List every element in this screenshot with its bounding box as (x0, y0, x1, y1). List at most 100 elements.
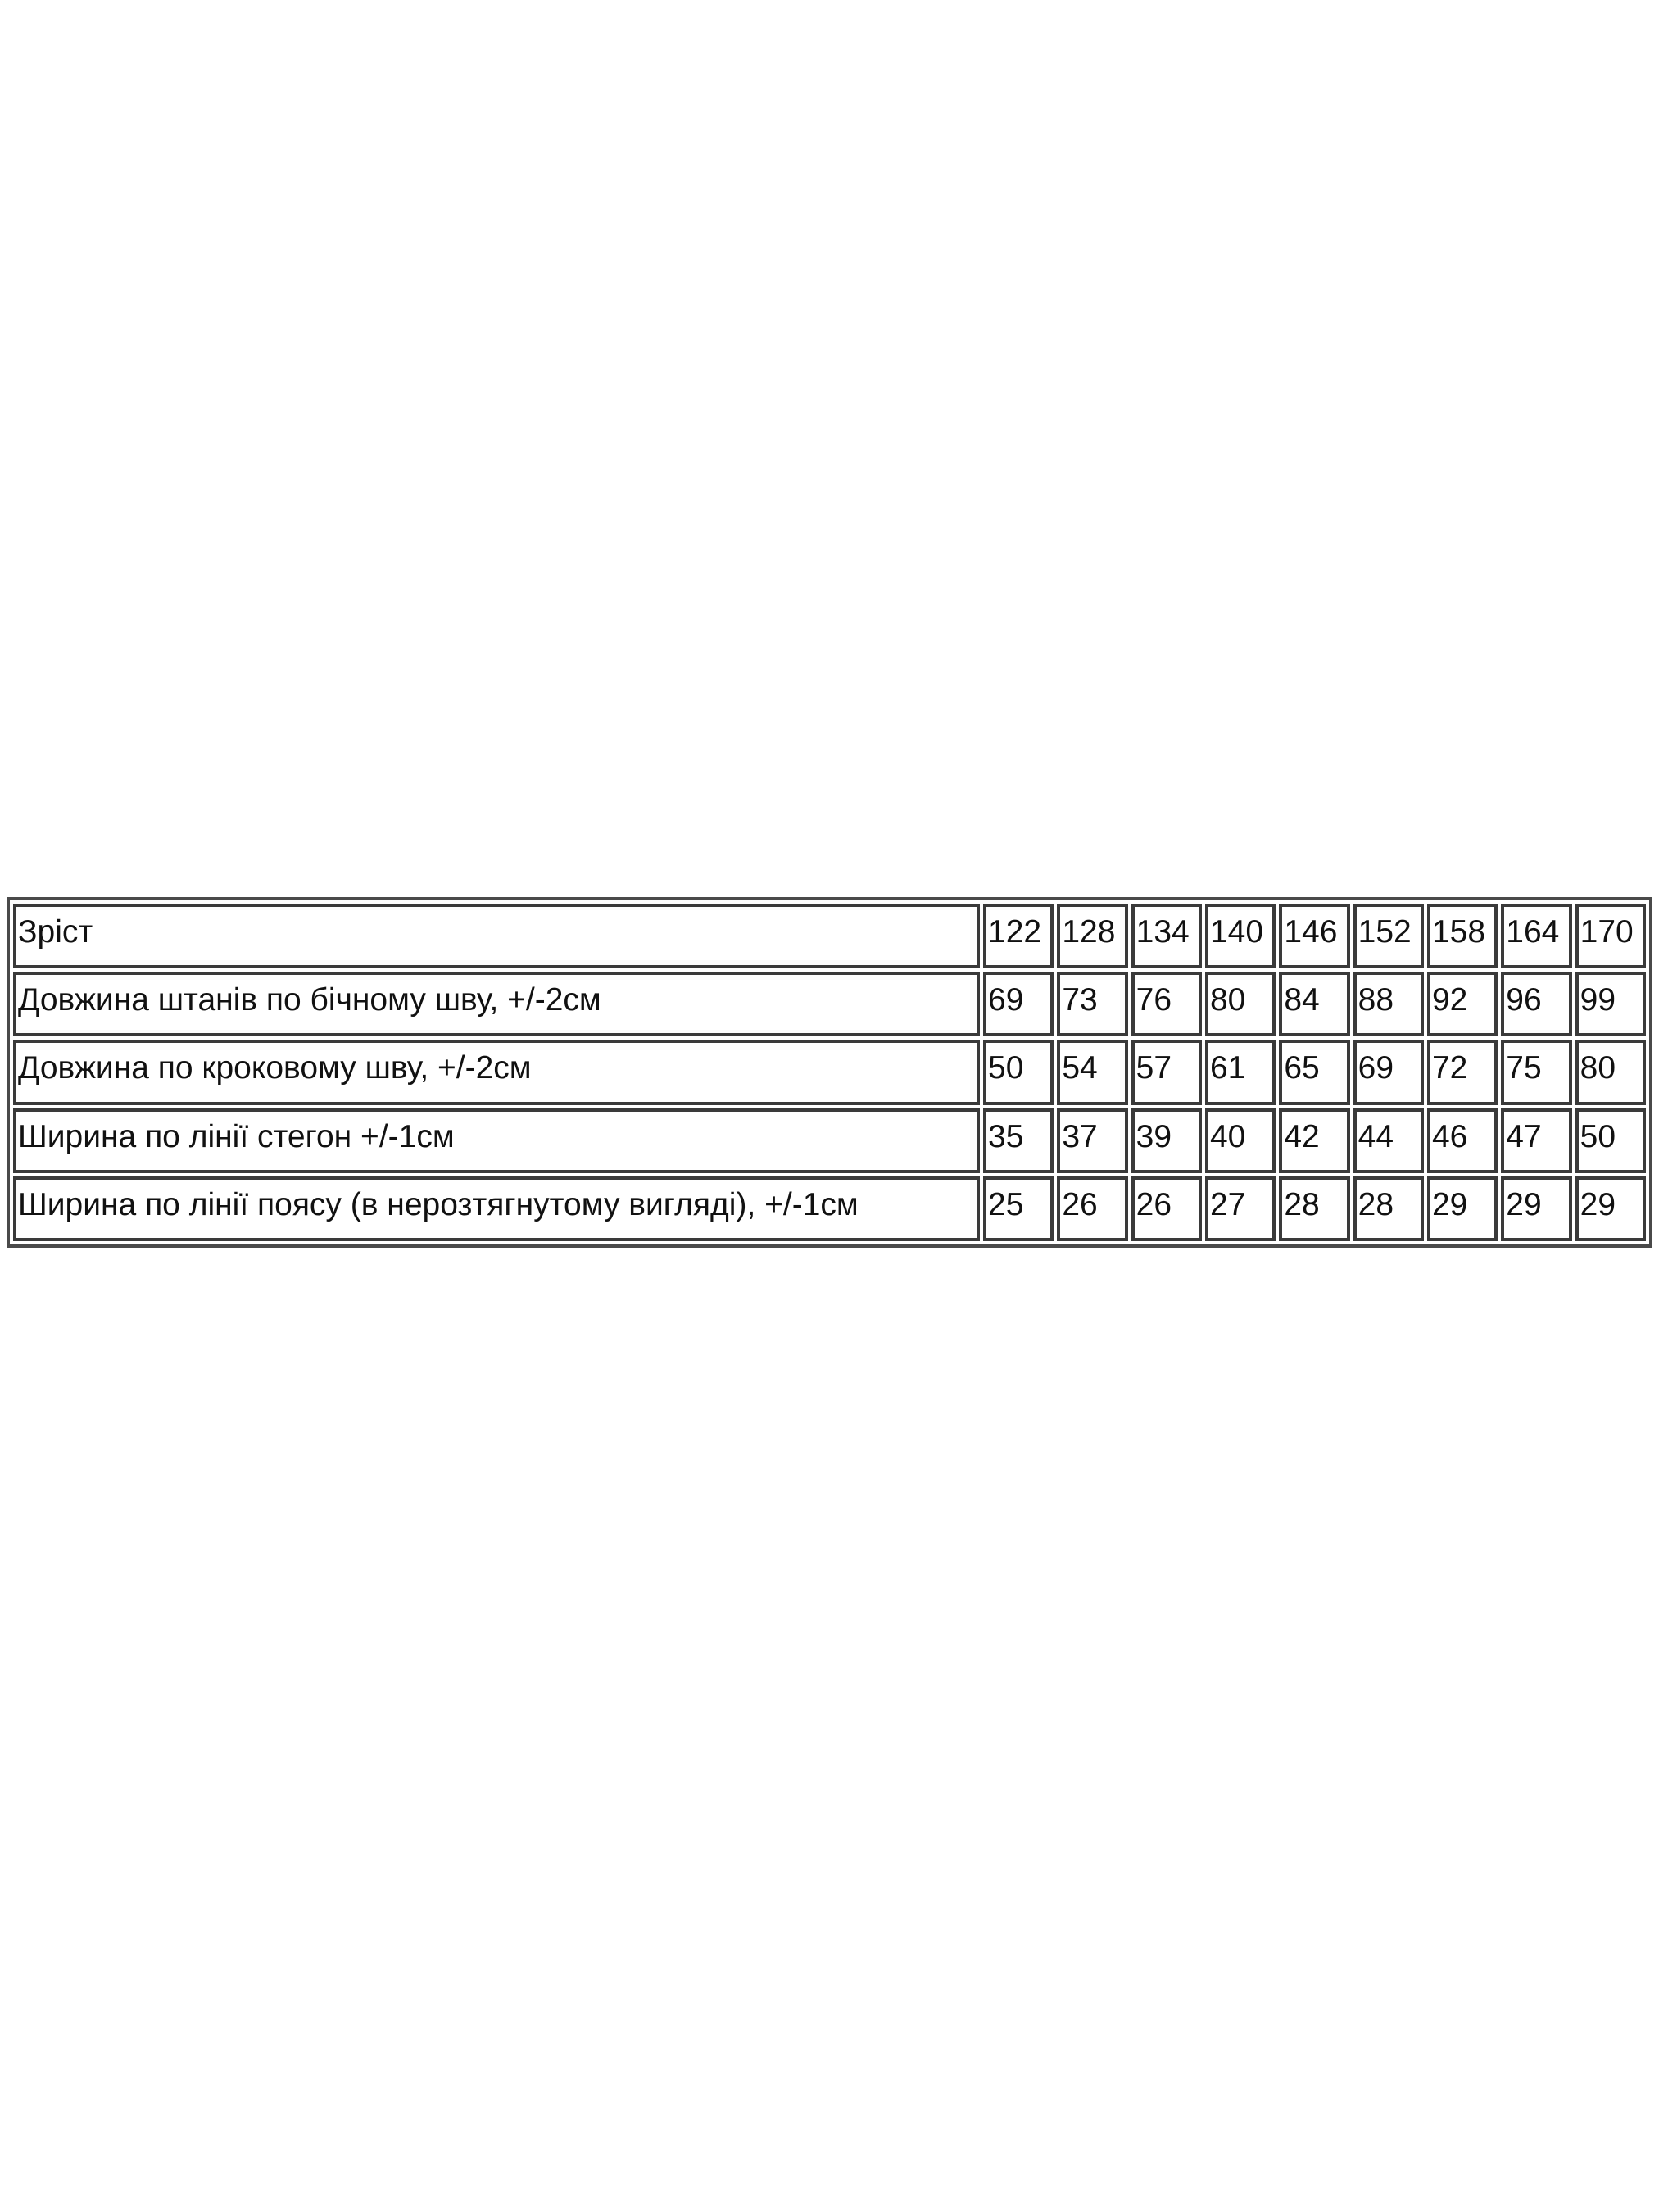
value-cell: 84 (1279, 972, 1350, 1037)
table-row: Ширина по лінії стегон +/-1см 35 37 39 40 42 4… (13, 1108, 1646, 1173)
cell-value: 40 (1209, 1118, 1246, 1154)
row-label: Довжина штанів по бічному шву, +/-2см (18, 982, 601, 1018)
value-cell: 42 (1279, 1108, 1350, 1173)
cell-value: 57 (1135, 1050, 1172, 1086)
value-cell: 99 (1575, 972, 1646, 1037)
cell-value: 28 (1284, 1186, 1320, 1222)
value-cell: 80 (1575, 1040, 1646, 1105)
value-cell: 28 (1353, 1176, 1424, 1241)
cell-value: 26 (1062, 1186, 1098, 1222)
value-cell: 40 (1204, 1108, 1276, 1173)
value-cell: 170 (1575, 904, 1646, 969)
value-cell: 44 (1353, 1108, 1424, 1173)
value-cell: 134 (1131, 904, 1202, 969)
cell-value: 69 (1358, 1050, 1394, 1086)
cell-value: 37 (1062, 1118, 1098, 1154)
value-cell: 146 (1279, 904, 1350, 969)
cell-value: 46 (1431, 1118, 1468, 1154)
row-label: Ширина по лінії стегон +/-1см (18, 1118, 455, 1154)
value-cell: 88 (1353, 972, 1424, 1037)
row-label-cell: Ширина по лінії стегон +/-1см (13, 1108, 980, 1173)
cell-value: 27 (1209, 1186, 1246, 1222)
cell-value: 99 (1580, 982, 1616, 1018)
cell-value: 73 (1062, 982, 1098, 1018)
cell-value: 96 (1506, 982, 1542, 1018)
cell-value: 39 (1135, 1118, 1172, 1154)
cell-value: 50 (988, 1050, 1024, 1086)
value-cell: 158 (1426, 904, 1498, 969)
value-cell: 35 (983, 1108, 1054, 1173)
cell-value: 50 (1580, 1118, 1616, 1154)
size-chart-table: Зріст 122 128 134 140 146 152 158 164 170 Довжина … (7, 897, 1652, 1248)
cell-value: 29 (1506, 1186, 1542, 1222)
cell-value: 164 (1506, 914, 1560, 950)
cell-value: 80 (1580, 1050, 1616, 1086)
value-cell: 69 (983, 972, 1054, 1037)
value-cell: 29 (1575, 1176, 1646, 1241)
value-cell: 28 (1279, 1176, 1350, 1241)
row-label-cell: Ширина по лінії поясу (в нерозтягнутому … (13, 1176, 980, 1241)
cell-value: 61 (1209, 1050, 1246, 1086)
header-row-height: Зріст 122 128 134 140 146 152 158 164 170 (13, 904, 1646, 969)
row-label: Довжина по кроковому шву, +/-2см (18, 1050, 532, 1086)
cell-value: 158 (1431, 914, 1486, 950)
value-cell: 29 (1501, 1176, 1572, 1241)
table-row: Ширина по лінії поясу (в нерозтягнутому … (13, 1176, 1646, 1241)
value-cell: 50 (1575, 1108, 1646, 1173)
cell-value: 134 (1135, 914, 1190, 950)
value-cell: 27 (1204, 1176, 1276, 1241)
cell-value: 69 (988, 982, 1024, 1018)
cell-value: 47 (1506, 1118, 1542, 1154)
cell-value: 92 (1431, 982, 1468, 1018)
value-cell: 128 (1057, 904, 1128, 969)
table-row: Довжина по кроковому шву, +/-2см 50 54 57 61… (13, 1040, 1646, 1105)
cell-value: 25 (988, 1186, 1024, 1222)
cell-value: 152 (1358, 914, 1412, 950)
value-cell: 73 (1057, 972, 1128, 1037)
value-cell: 80 (1204, 972, 1276, 1037)
cell-value: 72 (1431, 1050, 1468, 1086)
cell-value: 88 (1358, 982, 1394, 1018)
cell-value: 26 (1135, 1186, 1172, 1222)
cell-value: 65 (1284, 1050, 1320, 1086)
cell-value: 29 (1580, 1186, 1616, 1222)
value-cell: 25 (983, 1176, 1054, 1241)
row-label-cell: Довжина по кроковому шву, +/-2см (13, 1040, 980, 1105)
value-cell: 54 (1057, 1040, 1128, 1105)
cell-value: 28 (1358, 1186, 1394, 1222)
value-cell: 29 (1426, 1176, 1498, 1241)
cell-value: 29 (1431, 1186, 1468, 1222)
cell-value: 128 (1062, 914, 1116, 950)
cell-value: 75 (1506, 1050, 1542, 1086)
value-cell: 140 (1204, 904, 1276, 969)
cell-value: 80 (1209, 982, 1246, 1018)
value-cell: 92 (1426, 972, 1498, 1037)
value-cell: 122 (983, 904, 1054, 969)
cell-value: 170 (1580, 914, 1634, 950)
value-cell: 76 (1131, 972, 1202, 1037)
value-cell: 69 (1353, 1040, 1424, 1105)
cell-value: 76 (1135, 982, 1172, 1018)
value-cell: 57 (1131, 1040, 1202, 1105)
value-cell: 75 (1501, 1040, 1572, 1105)
cell-value: 35 (988, 1118, 1024, 1154)
value-cell: 61 (1204, 1040, 1276, 1105)
value-cell: 47 (1501, 1108, 1572, 1173)
value-cell: 164 (1501, 904, 1572, 969)
value-cell: 37 (1057, 1108, 1128, 1173)
value-cell: 50 (983, 1040, 1054, 1105)
value-cell: 26 (1131, 1176, 1202, 1241)
cell-value: 54 (1062, 1050, 1098, 1086)
value-cell: 96 (1501, 972, 1572, 1037)
cell-value: 42 (1284, 1118, 1320, 1154)
row-label: Зріст (18, 914, 93, 950)
cell-value: 84 (1284, 982, 1320, 1018)
value-cell: 72 (1426, 1040, 1498, 1105)
value-cell: 39 (1131, 1108, 1202, 1173)
value-cell: 152 (1353, 904, 1424, 969)
value-cell: 46 (1426, 1108, 1498, 1173)
cell-value: 140 (1209, 914, 1264, 950)
row-label-cell: Довжина штанів по бічному шву, +/-2см (13, 972, 980, 1037)
size-chart-body: Зріст 122 128 134 140 146 152 158 164 170 Довжина … (13, 904, 1646, 1241)
cell-value: 122 (988, 914, 1042, 950)
